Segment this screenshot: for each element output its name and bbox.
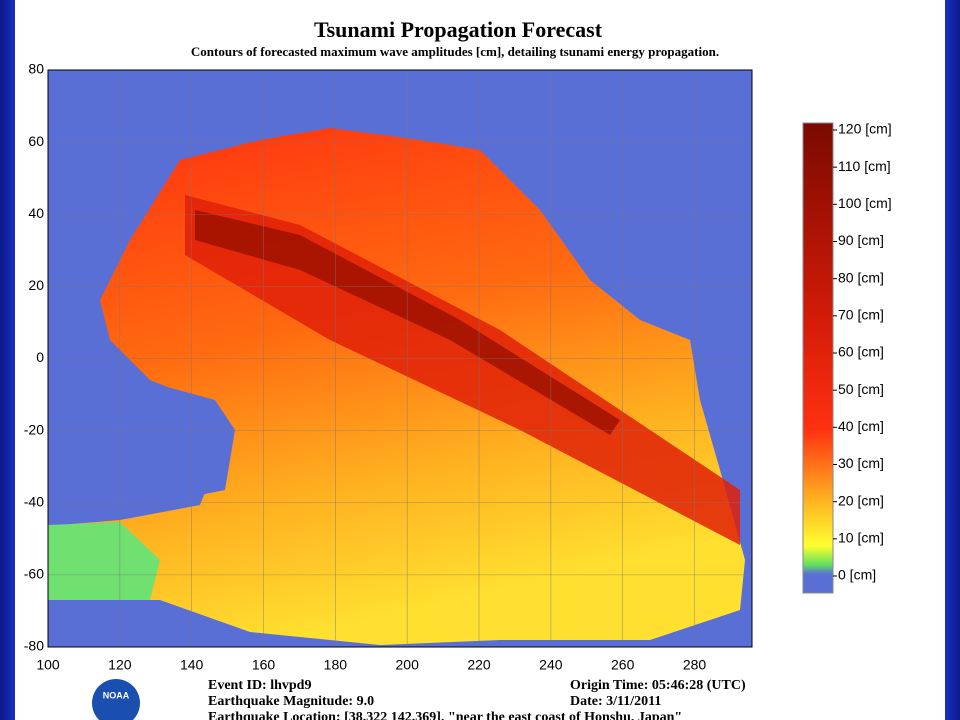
x-tick-label: 140 [180,657,204,673]
australia [100,385,235,500]
x-tick-label: 100 [36,657,60,673]
x-tick-label: 220 [467,657,491,673]
location: Earthquake Location: [38.322 142.369], "… [208,710,682,720]
colorbar-label: 0 [cm] [838,567,876,583]
logo-badge [92,679,140,720]
colorbar-label: 30 [cm] [838,455,884,471]
y-tick-label: 40 [28,205,44,221]
colorbar-label: 20 [cm] [838,492,884,508]
colorbar-label: 40 [cm] [838,418,884,434]
x-tick-label: 200 [396,657,420,673]
y-tick-label: 20 [28,277,44,293]
x-tick-label: 240 [539,657,563,673]
y-tick-label: 0 [36,349,44,365]
y-tick-label: -20 [24,421,44,437]
x-tick-label: 180 [324,657,348,673]
event-id: Event ID: lhvpd9 [208,678,311,693]
title: Tsunami Propagation Forecast [314,17,603,42]
origin-time: Origin Time: 05:46:28 (UTC) [570,678,746,693]
y-tick-label: -60 [24,566,44,582]
energy-band [185,195,740,545]
colorbar [802,122,834,594]
colorbar-label: 60 [cm] [838,344,884,360]
y-tick-label: -40 [24,493,44,509]
colorbar-label: 110 [cm] [838,158,891,174]
colorbar-label: 50 [cm] [838,381,884,397]
colorbar-label: 90 [cm] [838,232,884,248]
x-tick-label: 160 [252,657,276,673]
southern-ocean [48,522,160,600]
logo-text: NOAA [103,690,130,700]
energy-core [195,210,620,435]
magnitude: Earthquake Magnitude: 9.0 [208,694,374,709]
date: Date: 3/11/2011 [570,694,661,709]
colorbar-label: 120 [cm] [838,121,892,137]
map-frame [47,69,753,648]
x-tick-label: 280 [683,657,707,673]
colorbar-label: 70 [cm] [838,307,884,323]
y-tick-label: 80 [28,61,44,77]
colorbar-label: 100 [cm] [838,195,892,211]
y-tick-label: 60 [28,133,44,149]
x-tick-label: 260 [611,657,635,673]
colorbar-label: 10 [cm] [838,530,884,546]
y-tick-label: -80 [24,638,44,654]
subtitle: Contours of forecasted maximum wave ampl… [191,44,719,59]
x-tick-label: 120 [108,657,132,673]
colorbar-label: 80 [cm] [838,269,884,285]
